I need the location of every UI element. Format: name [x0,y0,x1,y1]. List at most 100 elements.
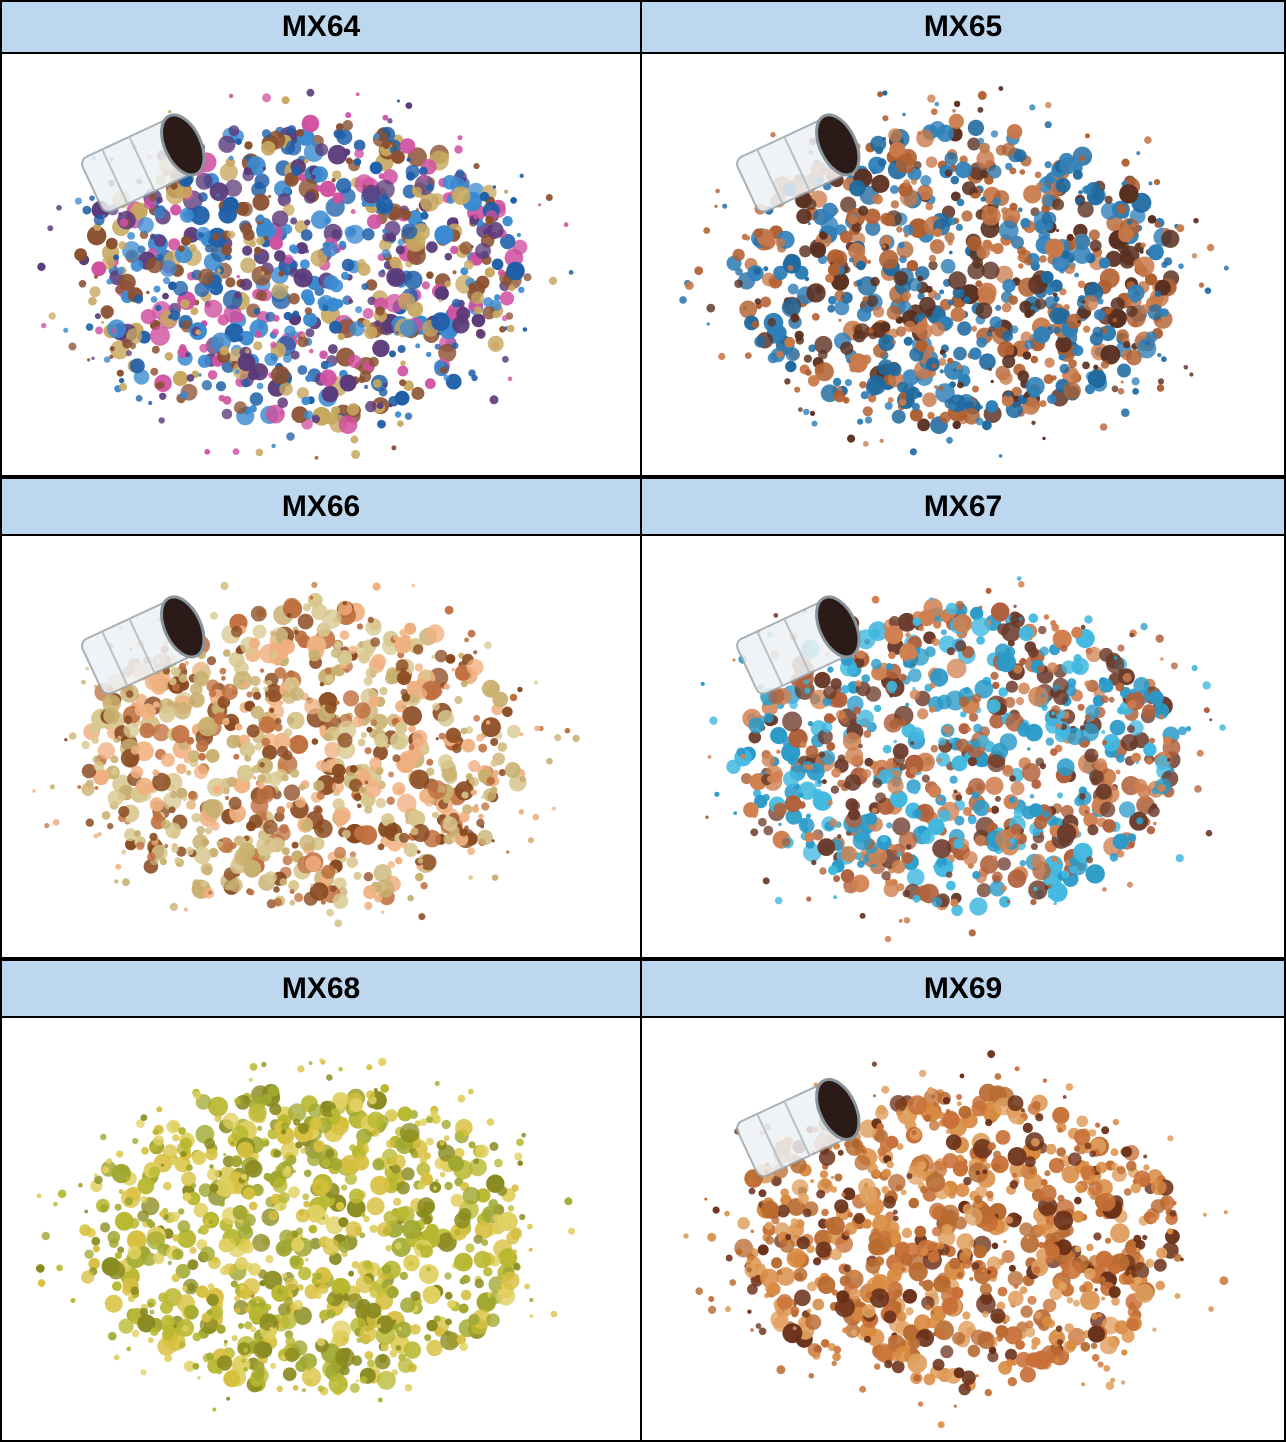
glitter-flake [123,715,133,725]
glitter-flake [941,858,946,864]
glitter-flake [289,899,296,906]
glitter-flake [931,1226,942,1237]
glitter-flake [519,732,524,737]
glitter-flake [230,1155,243,1168]
glitter-flake [1126,881,1133,888]
glitter-flake [316,1184,322,1190]
glitter-flake [1052,198,1065,211]
glitter-flake [903,179,911,187]
glitter-flake [176,763,187,775]
glitter-flake [365,667,377,679]
glitter-flake [196,740,209,753]
glitter-flake [950,898,959,907]
glitter-flake [1090,187,1098,195]
glitter-flake [491,874,499,881]
glitter-flake [1059,288,1067,296]
glitter-flake [1022,351,1032,360]
glitter-flake [931,240,939,248]
glitter-flake [880,235,892,247]
glitter-flake [1057,792,1063,799]
glitter-flake [171,1273,180,1283]
glitter-flake [363,1215,370,1223]
glitter-flake [840,341,854,355]
glitter-flake [909,766,918,775]
glitter-flake [882,136,887,141]
glitter-flake [918,609,935,627]
glitter-flake [782,711,803,732]
glitter-flake [399,832,410,843]
glitter-flake [378,1354,387,1363]
glitter-flake [705,815,709,819]
glitter-flake [932,839,952,859]
glitter-flake [132,1138,139,1145]
glitter-flake [887,777,904,795]
glitter-flake [1193,217,1199,224]
glitter-flake [312,166,328,183]
glitter-flake [401,1167,415,1181]
glitter-flake [990,602,1010,621]
glitter-flake [1061,870,1070,879]
glitter-flake [1101,739,1108,746]
glitter-flake [319,682,325,687]
glitter-flake [349,764,358,773]
glitter-flake [1100,360,1109,369]
glitter-flake [444,252,453,261]
glitter-flake [110,328,116,334]
glitter-flake [946,436,953,444]
glitter-flake [162,1144,178,1159]
glitter-flake [186,1164,193,1171]
glitter-flake [972,385,979,393]
glitter-flake [443,1135,450,1142]
glitter-flake [102,214,106,218]
glitter-flake [137,1210,149,1222]
glitter-flake [225,157,236,168]
glitter-flake [974,835,987,847]
glitter-flake [782,837,791,847]
glitter-flake [859,381,867,389]
glitter-flake [817,838,836,856]
glitter-flake [805,745,819,759]
glitter-flake [394,636,412,654]
glitter-flake [857,418,864,425]
glitter-flake [456,306,471,321]
glitter-flake [1063,304,1070,311]
glitter-flake [152,723,170,742]
glitter-flake [976,336,988,348]
glitter-flake [381,813,395,827]
glitter-flake [483,297,494,308]
glitter-flake [93,761,105,772]
glitter-flake [339,1365,350,1376]
glitter-flake [422,1286,441,1304]
glitter-flake [195,172,213,190]
glitter-flake [434,1326,445,1337]
glitter-flake [898,919,903,923]
glitter-flake [1060,805,1074,818]
glitter-flake [905,1307,914,1316]
glitter-flake [854,323,871,339]
glitter-flake [197,1228,203,1234]
product-photo [0,54,642,477]
glitter-flake [1047,894,1051,898]
glitter-flake [842,732,862,751]
glitter-flake [912,808,923,819]
glitter-flake [263,1172,272,1181]
glitter-flake [1078,155,1085,162]
glitter-flake [1087,824,1099,836]
glitter-flake [1132,296,1139,304]
glitter-flake [826,741,836,751]
glitter-flake [752,267,761,276]
glitter-flake [95,326,104,335]
glitter-flake [409,725,417,733]
glitter-flake [830,785,840,794]
glitter-flake [426,767,435,776]
glitter-flake [745,235,751,241]
glitter-flake [953,614,973,633]
glitter-flake [331,229,342,239]
glitter-flake [890,185,899,194]
glitter-flake [342,1293,350,1301]
glitter-flake [887,397,894,403]
glitter-flake [229,1237,235,1244]
glitter-flake [840,869,855,883]
glitter-flake [1040,270,1054,284]
glitter-flake [742,306,747,310]
